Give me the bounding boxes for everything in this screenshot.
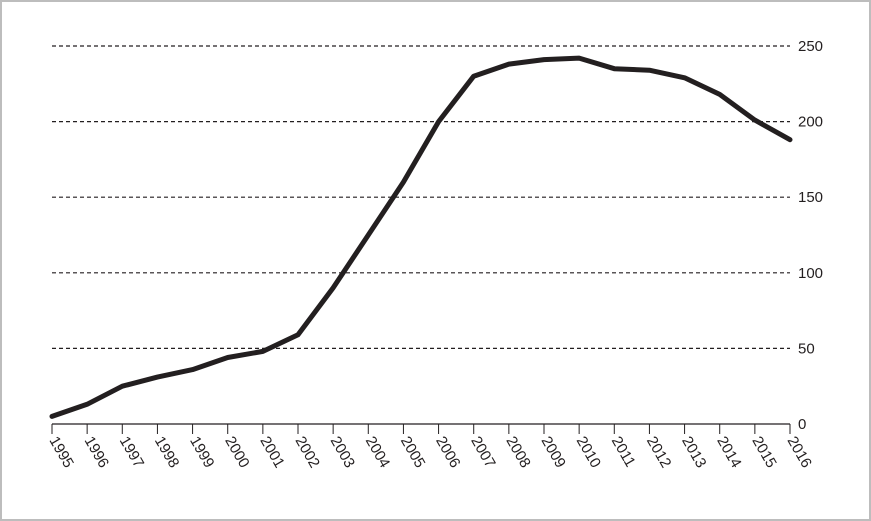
y-tick-label: 250: [798, 38, 823, 55]
y-tick-label: 150: [798, 189, 823, 206]
x-tick-label: 2011: [608, 434, 639, 470]
series-line-0: [49, 55, 793, 419]
x-tick-label: 2010: [573, 434, 604, 471]
y-tick-label: 0: [798, 416, 806, 433]
x-tick-label: 2004: [362, 434, 393, 471]
y-tick-label: 200: [798, 114, 823, 131]
x-tick-label: 2001: [256, 434, 287, 471]
x-tick-label: 1995: [46, 434, 77, 471]
y-tick-label: 50: [798, 340, 815, 357]
x-tick-label: 2002: [292, 434, 323, 471]
x-tick-label: 1999: [186, 434, 217, 471]
x-tick-label: 2008: [502, 434, 533, 471]
y-tick-labels: 0 50 100 150 200 250: [798, 38, 823, 433]
x-tick-label: 2000: [221, 434, 252, 471]
x-tick-label: 2007: [467, 434, 498, 471]
x-tick-label: 2005: [397, 434, 428, 471]
x-tick-label: 2013: [678, 434, 709, 471]
x-axis: [51, 423, 791, 434]
x-tick-label: 1998: [151, 434, 182, 471]
x-tick-label: 2003: [327, 434, 358, 471]
x-tick-labels: 1995 1996 1997 1998 1999 2000 2001 2002 2003 2004…: [46, 434, 815, 471]
x-tick-label: 1997: [116, 434, 147, 471]
gridlines: [52, 45, 790, 349]
x-tick-label: 2012: [643, 434, 674, 471]
series-layer: [49, 55, 793, 419]
y-tick-label: 100: [798, 265, 823, 282]
x-tick-label: 2009: [538, 434, 569, 471]
x-tick-label: 1996: [81, 434, 112, 471]
x-tick-label: 2006: [432, 434, 463, 471]
x-tick-label: 2014: [713, 434, 744, 471]
x-tick-label: 2016: [784, 434, 815, 471]
x-tick-label: 2015: [748, 434, 779, 471]
